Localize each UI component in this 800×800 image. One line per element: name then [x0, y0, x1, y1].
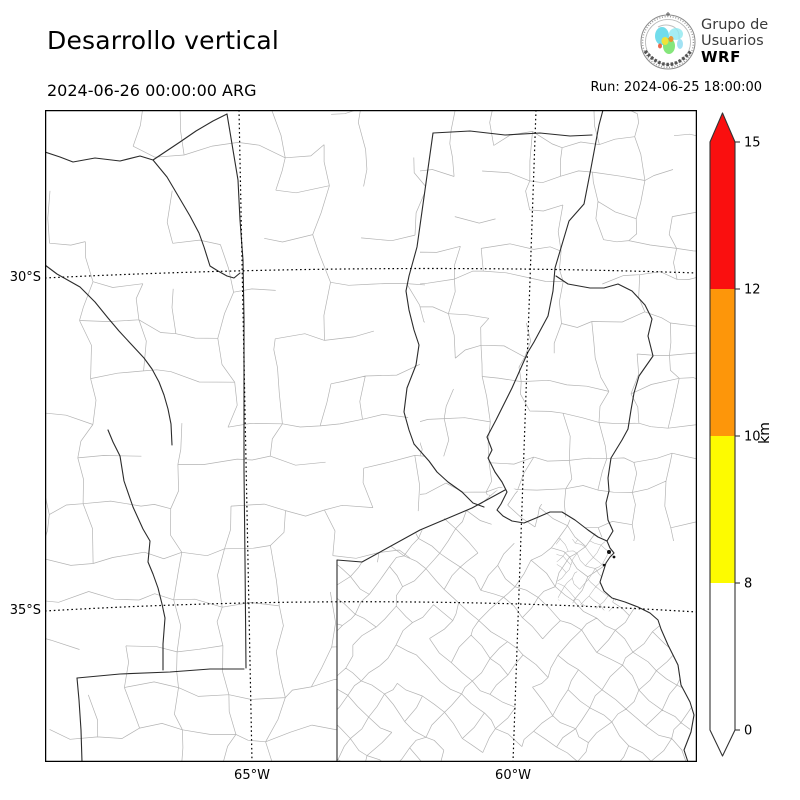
- plot-title: Desarrollo vertical: [47, 26, 279, 55]
- department-boundaries: [45, 110, 697, 762]
- colorbar-tick-marks: [735, 141, 740, 731]
- water-rio-de-la-plata: [600, 541, 697, 762]
- colorbar-over-arrow: [710, 113, 735, 142]
- tick-8: 8: [744, 577, 752, 592]
- tick-10: 10: [744, 430, 761, 445]
- lon-label-60w: 60°W: [495, 768, 531, 783]
- lat-label-35s: 35°S: [9, 603, 41, 618]
- run-time: Run: 2024-06-25 18:00:00: [590, 80, 762, 95]
- meridian-65w: [238, 110, 253, 762]
- tick-15: 15: [744, 136, 761, 151]
- valid-time: 2024-06-26 00:00:00 ARG: [47, 81, 257, 100]
- colorbar-tick-labels: 15 12 10 8 0: [744, 136, 761, 739]
- map-frame: [45, 110, 697, 762]
- colorbar-under-arrow: [710, 730, 735, 756]
- lon-label-65w: 65°W: [234, 768, 270, 783]
- parallel-35s: [45, 601, 697, 613]
- logo-line1: Grupo de: [701, 17, 769, 33]
- lat-label-30s: 30°S: [9, 270, 41, 285]
- map-canvas: [45, 110, 697, 762]
- tick-0: 0: [744, 724, 752, 739]
- wrf-logo-text: Grupo de Usuarios WRF: [701, 17, 768, 65]
- logo-line2: Usuarios: [701, 33, 764, 49]
- colorbar-segment-white: [710, 583, 735, 730]
- graticule: [45, 110, 697, 762]
- colorbar-segment-orange: [710, 289, 735, 436]
- tick-12: 12: [744, 283, 761, 298]
- colorbar-unit-label: km: [757, 422, 773, 444]
- wrf-logo-seal-icon: [640, 12, 696, 70]
- meridian-60w: [512, 110, 537, 762]
- colorbar: 15 12 10 8 0 km: [709, 112, 773, 757]
- delta-marks: [602, 550, 616, 567]
- colorbar-segment-red: [710, 142, 735, 289]
- colorbar-segment-yellow: [710, 436, 735, 583]
- logo-line3: WRF: [701, 48, 741, 66]
- province-borders: [45, 110, 695, 762]
- parallel-30s: [45, 267, 697, 279]
